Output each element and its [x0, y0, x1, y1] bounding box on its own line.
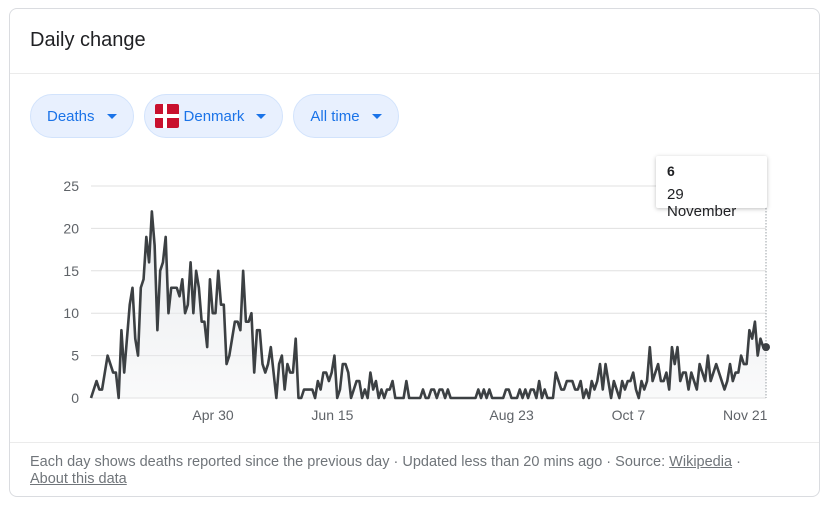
daily-change-card: Daily change Deaths Denmark All time 0 5 1… — [9, 8, 820, 497]
chart-tooltip: 6 29 November — [656, 156, 767, 220]
series-area — [91, 211, 766, 398]
y-tick-label: 25 — [63, 178, 79, 194]
footer-divider — [10, 442, 819, 443]
source-link[interactable]: Wikipedia — [669, 454, 733, 470]
y-tick-label: 0 — [71, 390, 79, 406]
x-tick-label: Apr 30 — [192, 407, 233, 423]
footer-text: Each day shows deaths reported since the… — [30, 454, 666, 470]
metric-label: Deaths — [47, 107, 95, 125]
denmark-flag-icon — [154, 104, 179, 128]
series-line — [89, 210, 766, 400]
country-label: Denmark — [183, 107, 245, 125]
tooltip-date: 29 November — [667, 186, 737, 220]
footer-separator: · — [736, 454, 741, 470]
hover-point — [762, 343, 770, 352]
country-dropdown[interactable]: Denmark — [143, 94, 284, 138]
caret-down-icon — [106, 113, 117, 119]
card-title: Daily change — [30, 29, 146, 51]
time-range-label: All time — [310, 107, 360, 125]
header-divider — [10, 73, 819, 74]
filter-chips: Deaths Denmark All time — [30, 94, 399, 138]
caret-down-icon — [256, 113, 267, 119]
caret-down-icon — [371, 113, 382, 119]
footer: Each day shows deaths reported since the… — [30, 454, 800, 488]
time-range-dropdown[interactable]: All time — [293, 94, 399, 138]
y-tick-label: 10 — [63, 305, 79, 321]
about-data-link[interactable]: About this data — [30, 471, 127, 487]
tooltip-value: 6 — [667, 163, 675, 179]
metric-dropdown[interactable]: Deaths — [30, 94, 134, 138]
x-tick-label: Aug 23 — [489, 407, 534, 423]
daily-change-chart[interactable]: 0 5 10 15 20 25 Apr 30 Jun 15 Aug 23 Oct 7 Nov 21 — [10, 9, 819, 439]
y-tick-label: 15 — [63, 263, 79, 279]
x-tick-label: Nov 21 — [723, 407, 768, 423]
x-tick-label: Jun 15 — [311, 407, 353, 423]
y-tick-label: 5 — [71, 348, 79, 364]
x-tick-label: Oct 7 — [612, 407, 646, 423]
y-tick-label: 20 — [63, 220, 79, 236]
